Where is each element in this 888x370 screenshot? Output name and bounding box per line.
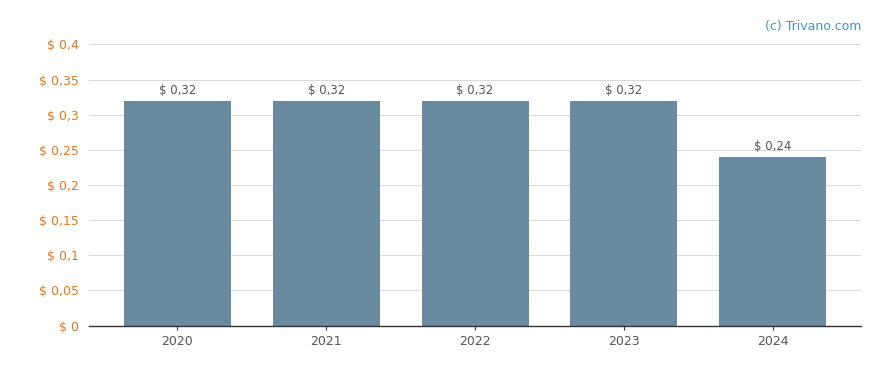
- Bar: [719, 157, 826, 326]
- Text: $ 0,32: $ 0,32: [456, 84, 494, 97]
- Bar: [273, 101, 380, 326]
- Text: (c) Trivano.com: (c) Trivano.com: [765, 20, 861, 33]
- Bar: [124, 101, 231, 326]
- Text: $ 0,32: $ 0,32: [606, 84, 643, 97]
- Text: $ 0,32: $ 0,32: [159, 84, 196, 97]
- Bar: [422, 101, 528, 326]
- Text: $ 0,24: $ 0,24: [754, 140, 791, 153]
- Bar: [570, 101, 678, 326]
- Text: $ 0,32: $ 0,32: [307, 84, 345, 97]
